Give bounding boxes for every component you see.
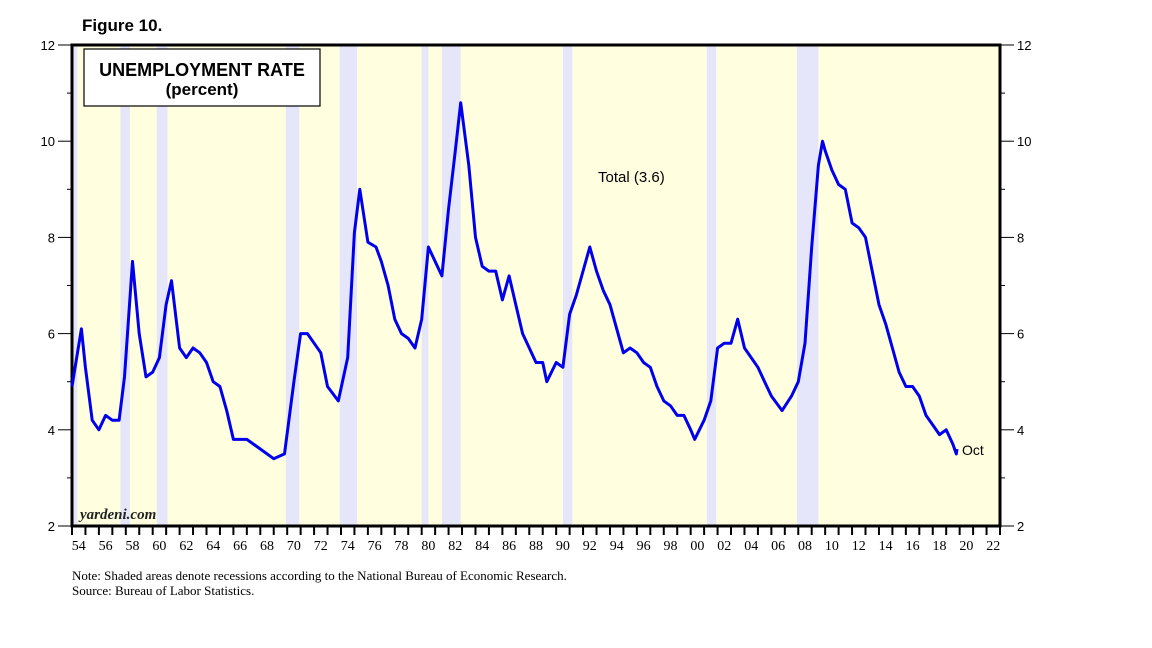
watermark: yardeni.com bbox=[78, 507, 156, 523]
x-tick-label: 62 bbox=[179, 539, 193, 554]
x-tick-label: 74 bbox=[341, 539, 355, 554]
y-tick-label-right: 12 bbox=[1017, 38, 1031, 53]
x-tick-label: 06 bbox=[771, 539, 785, 554]
x-tick-label: 88 bbox=[529, 539, 543, 554]
y-tick-label-right: 8 bbox=[1017, 230, 1024, 245]
x-tick-label: 90 bbox=[556, 539, 570, 554]
x-tick-label: 20 bbox=[959, 539, 973, 554]
x-tick-label: 60 bbox=[152, 539, 166, 554]
source-text: Source: Bureau of Labor Statistics. bbox=[72, 583, 255, 598]
plot-frame bbox=[70, 43, 1002, 528]
x-tick-label: 14 bbox=[879, 539, 893, 554]
x-tick-label: 58 bbox=[126, 539, 140, 554]
recession-band bbox=[156, 45, 168, 526]
x-tick-label: 68 bbox=[260, 539, 274, 554]
x-tick-label: 54 bbox=[72, 539, 86, 554]
chart-subtitle: (percent) bbox=[166, 80, 239, 99]
x-tick-label: 16 bbox=[906, 539, 920, 554]
plot-background bbox=[72, 45, 1000, 526]
x-tick-label: 80 bbox=[421, 539, 435, 554]
x-tick-label: 00 bbox=[690, 539, 704, 554]
x-tick-label: 70 bbox=[287, 539, 301, 554]
series-label: Total (3.6) bbox=[598, 169, 665, 186]
figure-label: Figure 10. bbox=[82, 16, 163, 35]
x-tick-label: 84 bbox=[475, 539, 489, 554]
x-tick-label: 72 bbox=[314, 539, 328, 554]
x-tick-label: 64 bbox=[206, 539, 220, 554]
y-tick-label-right: 10 bbox=[1017, 134, 1031, 149]
y-tick-label-right: 4 bbox=[1017, 423, 1024, 438]
y-tick-label-left: 10 bbox=[41, 134, 55, 149]
x-tick-label: 04 bbox=[744, 539, 758, 554]
x-tick-label: 56 bbox=[99, 539, 113, 554]
y-tick-label-left: 8 bbox=[48, 230, 55, 245]
x-tick-label: 66 bbox=[233, 539, 247, 554]
chart-notes: Note: Shaded areas denote recessions acc… bbox=[72, 568, 567, 598]
recession-band bbox=[72, 45, 78, 526]
x-tick-label: 92 bbox=[583, 539, 597, 554]
note-text: Note: Shaded areas denote recessions acc… bbox=[72, 568, 567, 583]
x-tick-label: 22 bbox=[986, 539, 1000, 554]
y-tick-label-left: 4 bbox=[48, 423, 55, 438]
x-tick-label: 94 bbox=[610, 539, 624, 554]
series-line-total bbox=[70, 101, 959, 461]
x-tick-label: 78 bbox=[395, 539, 409, 554]
x-tick-label: 82 bbox=[448, 539, 462, 554]
chart-title: UNEMPLOYMENT RATE bbox=[99, 60, 305, 80]
recession-band bbox=[339, 45, 358, 526]
y-tick-label-right: 6 bbox=[1017, 327, 1024, 342]
x-tick-label: 96 bbox=[637, 539, 651, 554]
x-tick-label: 86 bbox=[502, 539, 516, 554]
y-tick-label-right: 2 bbox=[1017, 519, 1024, 534]
x-tick-label: 12 bbox=[852, 539, 866, 554]
x-tick-label: 76 bbox=[368, 539, 382, 554]
y-tick-label-left: 6 bbox=[48, 327, 55, 342]
recession-band bbox=[562, 45, 573, 526]
x-tick-label: 18 bbox=[932, 539, 946, 554]
y-tick-label-left: 12 bbox=[41, 38, 55, 53]
y-tick-label-left: 2 bbox=[48, 519, 55, 534]
x-tick-label: 02 bbox=[717, 539, 731, 554]
end-label: Oct bbox=[962, 442, 984, 458]
x-tick-label: 98 bbox=[663, 539, 677, 554]
title-box bbox=[83, 48, 321, 107]
recession-band bbox=[706, 45, 717, 526]
recession-band bbox=[120, 45, 130, 526]
recession-band bbox=[441, 45, 461, 526]
recession-band bbox=[285, 45, 300, 526]
x-tick-label: 10 bbox=[825, 539, 839, 554]
x-tick-label: 08 bbox=[798, 539, 812, 554]
